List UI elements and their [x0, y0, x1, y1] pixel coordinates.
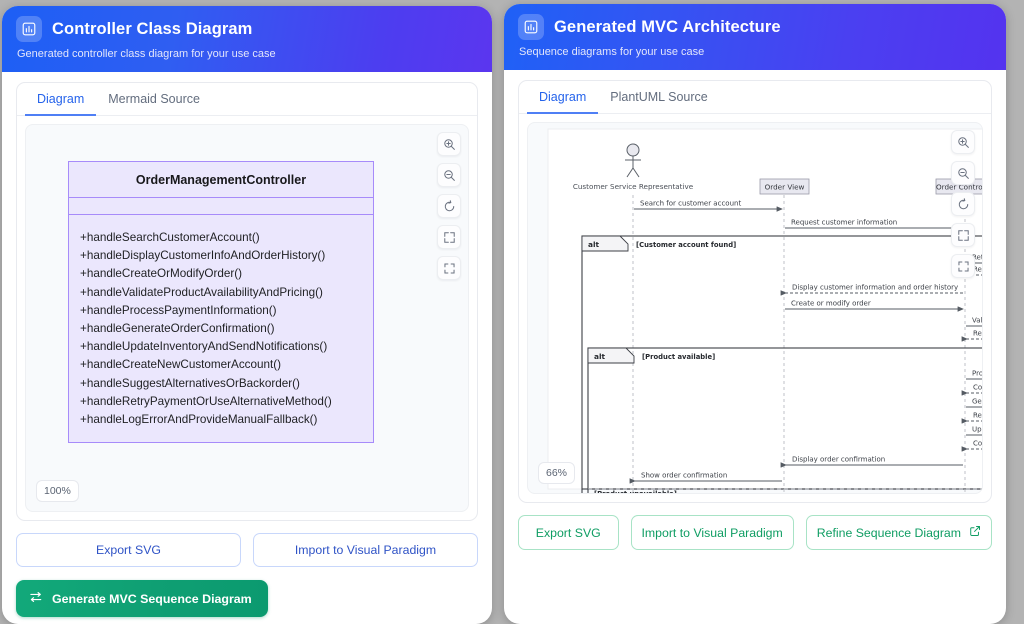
svg-text:Return cus: Return cus: [973, 266, 982, 274]
right-panel-header: Generated MVC Architecture Sequence diag…: [504, 4, 1006, 70]
svg-text:Process pay: Process pay: [972, 370, 982, 378]
generate-button-label: Generate MVC Sequence Diagram: [52, 591, 252, 606]
refine-button-label: Refine Sequence Diagram: [816, 525, 961, 540]
tab-mermaid-source[interactable]: Mermaid Source: [108, 92, 200, 106]
swap-arrows-icon: [29, 590, 43, 607]
right-zoom-controls: [951, 130, 975, 278]
class-method: +handleGenerateOrderConfirmation(): [80, 322, 275, 336]
left-zoom-level: 100%: [36, 480, 79, 502]
left-zoom-controls: [437, 132, 461, 280]
generated-mvc-architecture-panel: Generated MVC Architecture Sequence diag…: [504, 4, 1006, 624]
svg-text:alt: alt: [588, 240, 600, 249]
page-title: Generated MVC Architecture: [554, 17, 781, 36]
svg-text:Create or modify order: Create or modify order: [791, 300, 871, 308]
class-attributes-compartment: [69, 198, 373, 215]
class-methods-compartment: +handleSearchCustomerAccount() +handleDi…: [69, 215, 373, 442]
svg-text:Show order confirmation: Show order confirmation: [641, 472, 727, 480]
svg-text:Customer Service Representativ: Customer Service Representative: [573, 182, 694, 191]
svg-text:Order Controller: Order Controller: [936, 183, 982, 192]
zoom-in-icon[interactable]: [437, 132, 461, 156]
reset-rotate-icon[interactable]: [437, 194, 461, 218]
reset-rotate-icon[interactable]: [951, 192, 975, 216]
class-method: +handleSearchCustomerAccount(): [80, 231, 260, 244]
left-panel-header: Controller Class Diagram Generated contr…: [2, 6, 492, 72]
left-panel-body: Diagram Mermaid Source: [2, 72, 492, 624]
fit-screen-icon[interactable]: [437, 225, 461, 249]
svg-text:Request customer information: Request customer information: [791, 219, 897, 227]
svg-text:Retrieve cus: Retrieve cus: [972, 254, 982, 262]
right-panel-body: Diagram PlantUML Source: [504, 70, 1006, 624]
export-svg-button[interactable]: Export SVG: [518, 515, 619, 550]
class-method: +handleCreateNewCustomerAccount(): [80, 358, 282, 372]
fullscreen-icon[interactable]: [437, 256, 461, 280]
svg-text:Return pro: Return pro: [973, 330, 982, 338]
svg-text:Validate pro: Validate pro: [972, 317, 982, 325]
refine-sequence-diagram-button[interactable]: Refine Sequence Diagram: [805, 515, 992, 550]
svg-text:Confirm pa: Confirm pa: [973, 384, 982, 392]
class-method: +handleUpdateInventoryAndSendNotificatio…: [80, 340, 328, 354]
class-method: +handleRetryPaymentOrUseAlternativeMetho…: [80, 394, 332, 408]
tab-diagram[interactable]: Diagram: [527, 81, 599, 114]
svg-text:[Product unavailable]: [Product unavailable]: [594, 490, 677, 493]
import-to-visual-paradigm-button[interactable]: Import to Visual Paradigm: [253, 533, 478, 567]
svg-text:Generate or: Generate or: [972, 398, 982, 406]
class-box: OrderManagementController +handleSearchC…: [68, 161, 374, 444]
class-method: +handleProcessPaymentInformation(): [80, 303, 277, 317]
right-tabstrip: Diagram PlantUML Source: [519, 81, 991, 114]
fit-screen-icon[interactable]: [951, 223, 975, 247]
right-tabpanel: Diagram PlantUML Source: [518, 80, 992, 503]
zoom-in-icon[interactable]: [951, 130, 975, 154]
class-method: +handleLogErrorAndProvideManualFallback(…: [80, 413, 318, 427]
class-diagram-viewport[interactable]: OrderManagementController +handleSearchC…: [25, 124, 469, 512]
sequence-diagram: Customer Service Representative Order Vi…: [528, 123, 982, 493]
svg-text:Display order confirmation: Display order confirmation: [792, 456, 885, 464]
left-button-row: Export SVG Import to Visual Paradigm: [16, 533, 478, 567]
svg-text:Order View: Order View: [765, 183, 805, 192]
svg-text:Return con: Return con: [973, 412, 982, 420]
svg-text:alt: alt: [594, 352, 606, 361]
page-title: Controller Class Diagram: [52, 19, 253, 38]
right-zoom-level: 66%: [538, 462, 576, 484]
class-method: +handleDisplayCustomerInfoAndOrderHistor…: [80, 249, 326, 263]
class-name: OrderManagementController: [69, 162, 373, 198]
fullscreen-icon[interactable]: [951, 254, 975, 278]
svg-text:Confirm in: Confirm in: [973, 440, 982, 448]
left-tabpanel: Diagram Mermaid Source: [16, 82, 478, 521]
class-method: +handleCreateOrModifyOrder(): [80, 267, 243, 281]
export-svg-button[interactable]: Export SVG: [16, 533, 241, 567]
svg-text:Update inve: Update inve: [972, 426, 982, 434]
svg-text:Display customer information a: Display customer information and order h…: [792, 284, 958, 292]
zoom-out-icon[interactable]: [951, 161, 975, 185]
svg-text:[Product available]: [Product available]: [642, 353, 715, 361]
import-to-visual-paradigm-button[interactable]: Import to Visual Paradigm: [630, 515, 794, 550]
external-link-icon: [969, 525, 981, 540]
svg-text:Search for customer account: Search for customer account: [640, 200, 741, 208]
sequence-diagram-viewport[interactable]: Customer Service Representative Order Vi…: [527, 122, 983, 494]
tab-diagram[interactable]: Diagram: [25, 83, 97, 116]
generate-mvc-sequence-diagram-button[interactable]: Generate MVC Sequence Diagram: [16, 580, 268, 617]
right-button-row: Export SVG Import to Visual Paradigm Ref…: [518, 515, 992, 550]
zoom-out-icon[interactable]: [437, 163, 461, 187]
bar-chart-icon: [518, 14, 544, 40]
svg-text:[Customer account found]: [Customer account found]: [636, 241, 736, 249]
left-tabstrip: Diagram Mermaid Source: [17, 83, 477, 116]
class-method: +handleValidateProductAvailabilityAndPri…: [80, 285, 323, 299]
class-method: +handleSuggestAlternativesOrBackorder(): [80, 376, 300, 390]
right-panel-subtitle: Sequence diagrams for your use case: [519, 46, 705, 58]
tab-plantuml-source[interactable]: PlantUML Source: [610, 90, 708, 104]
controller-class-diagram-panel: Controller Class Diagram Generated contr…: [2, 6, 492, 624]
left-panel-subtitle: Generated controller class diagram for y…: [17, 48, 276, 60]
bar-chart-icon: [16, 16, 42, 42]
